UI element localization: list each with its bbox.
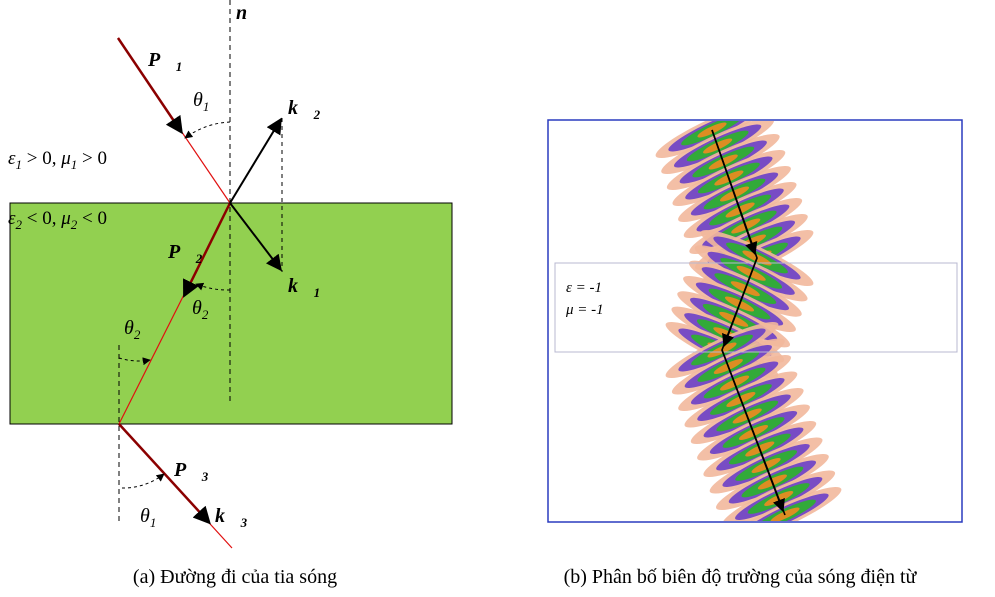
wave-vector	[230, 119, 281, 203]
angle-label: θ1	[140, 505, 156, 530]
vector-label: k⃗3	[215, 505, 248, 530]
panel-a: n⃗ P⃗1 θ1 k⃗2 ε1 > 0, μ1 > 0 ε2 < 0, μ2 …	[8, 0, 452, 588]
panel-b: ε = -1 μ = -1 (b) Phân bố biên độ trường…	[548, 94, 962, 588]
figure: n⃗ P⃗1 θ1 k⃗2 ε1 > 0, μ1 > 0 ε2 < 0, μ2 …	[0, 0, 995, 592]
medium-label: ε2 < 0, μ2 < 0	[8, 208, 107, 232]
medium-label: ε1 > 0, μ1 > 0	[8, 148, 107, 172]
angle-arc	[185, 122, 230, 138]
permeability-label: μ = -1	[565, 302, 604, 318]
vector-label: k⃗2	[288, 97, 321, 122]
angle-arc	[122, 474, 164, 488]
medium-2-region	[10, 203, 452, 424]
vector-label: P⃗3	[173, 459, 209, 484]
caption: (b) Phân bố biên độ trường của sóng điện…	[564, 566, 918, 588]
caption: (a) Đường đi của tia sóng	[133, 566, 337, 588]
permittivity-label: ε = -1	[566, 280, 602, 296]
normal-label: n⃗	[236, 2, 263, 24]
angle-label: θ1	[193, 89, 209, 114]
vector-label: P⃗1	[147, 49, 182, 74]
